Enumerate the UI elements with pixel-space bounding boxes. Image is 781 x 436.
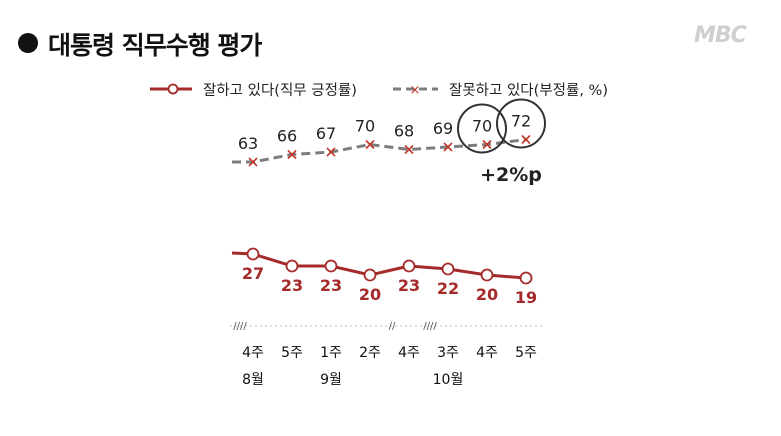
approve-point [246, 247, 260, 261]
x-tick-label: 5주 [281, 345, 303, 361]
x-tick-label: 3주 [437, 345, 459, 361]
disapprove-point [248, 157, 258, 167]
disapprove-data-label: 67 [316, 124, 336, 143]
highlight-circle [496, 98, 546, 149]
page-title: 대통령 직무수행 평가 [48, 31, 262, 60]
broadcaster-logo: MBC [694, 23, 747, 48]
disapprove-data-label: 70 [355, 117, 375, 136]
title-bullet-icon [18, 33, 38, 53]
disapprove-point [521, 134, 531, 145]
disapprove-point [326, 147, 336, 157]
approve-data-label: 19 [515, 288, 537, 307]
legend-approve-marker-icon [167, 83, 179, 95]
axis-break-mark: // [389, 321, 396, 332]
x-tick-label: 4주 [242, 345, 264, 361]
x-tick-label: 1주 [320, 345, 342, 361]
legend-approve-label: 잘하고 있다(직무 긍정률) [203, 82, 357, 99]
approve-point [402, 259, 416, 273]
disapprove-point [404, 144, 414, 155]
approve-data-label: 23 [281, 276, 303, 295]
disapprove-point [482, 139, 492, 150]
approve-point [285, 259, 299, 273]
x-month-label: 10월 [433, 372, 464, 388]
disapprove-data-label: 68 [394, 122, 414, 141]
x-tick-label: 2주 [359, 345, 381, 361]
approve-point [480, 268, 494, 282]
approve-data-label: 27 [242, 264, 264, 283]
legend-disapprove-label: 잘못하고 있다(부정률, %) [449, 82, 608, 99]
disapprove-point [443, 142, 453, 152]
axis-break-mark: //// [233, 321, 247, 332]
disapprove-point [365, 139, 375, 150]
disapprove-point [287, 149, 297, 160]
approve-data-label: 22 [437, 279, 459, 298]
disapprove-data-label: 69 [433, 119, 453, 138]
disapprove-data-label: 63 [238, 134, 258, 153]
approve-point [441, 262, 455, 276]
approve-point [519, 271, 533, 285]
x-tick-label: 4주 [398, 345, 420, 361]
disapprove-data-label: 66 [277, 127, 297, 146]
x-month-label: 9월 [320, 372, 342, 388]
legend-disapprove-marker-icon: × [410, 83, 421, 98]
series-approve: 27 23 23 20 23 22 20 19 [231, 247, 537, 307]
change-annotation: +2%p [480, 164, 542, 186]
disapprove-line [232, 138, 527, 164]
approve-point [363, 268, 377, 282]
x-tick-label: 5주 [515, 345, 537, 361]
approve-data-label: 20 [476, 285, 498, 304]
axis-break-mark: //// [423, 321, 437, 332]
legend: 잘하고 있다(직무 긍정률) × 잘못하고 있다(부정률, %) [150, 82, 608, 99]
disapprove-data-label: 70 [472, 117, 492, 136]
x-tick-label: 4주 [476, 345, 498, 361]
approve-point [324, 259, 338, 273]
series-disapprove: 63 66 67 70 68 69 70 72 [232, 112, 531, 167]
approve-data-label: 23 [398, 276, 420, 295]
disapprove-data-label: 72 [511, 112, 531, 131]
x-month-label: 8월 [242, 372, 264, 388]
highlight-circle [457, 103, 507, 154]
approve-data-label: 23 [320, 276, 342, 295]
approve-data-label: 20 [359, 285, 381, 304]
highlight-annotation: +2%p [457, 98, 546, 186]
